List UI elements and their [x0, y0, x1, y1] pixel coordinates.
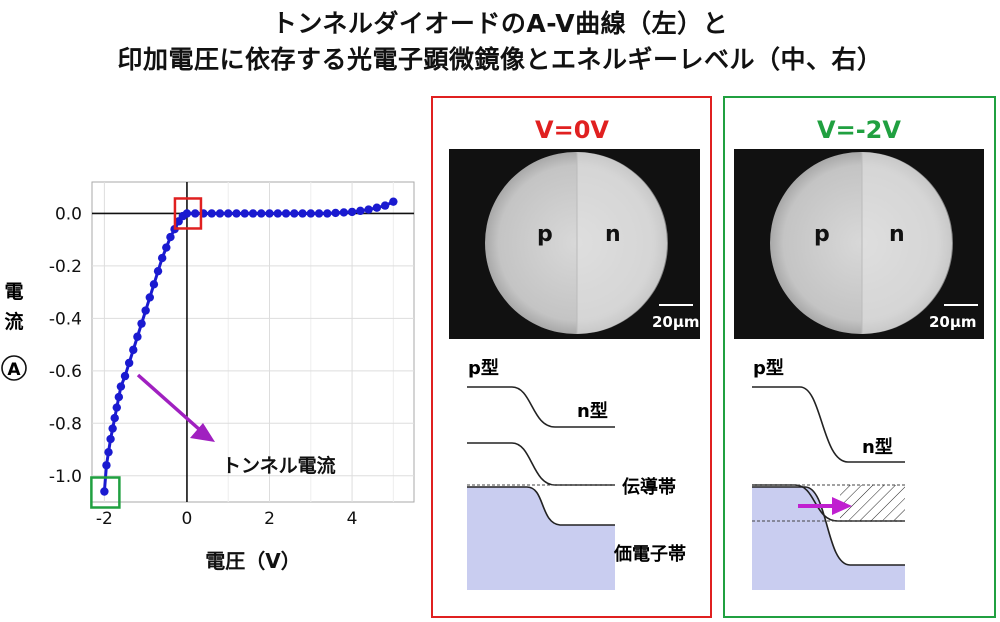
data-point: [207, 209, 216, 218]
data-point: [323, 209, 332, 218]
data-point: [133, 332, 142, 341]
y-tick-labels: 0.0 -0.2 -0.4 -0.6 -0.8 -1.0: [49, 204, 82, 486]
av-curve-chart: -2 0 2 4 0.0 -0.2 -0.4 -0.6 -0.8 -1.0 トンネル電流 電圧（…: [1, 181, 415, 573]
panel-v-minus2-voltage: V=-2V: [817, 116, 901, 144]
plot-area: [91, 181, 415, 503]
data-point: [157, 253, 167, 263]
data-point: [240, 209, 249, 218]
data-point: [281, 209, 291, 218]
panel-v0-p-type: p型: [468, 357, 499, 379]
data-point: [110, 413, 119, 423]
data-point: [102, 461, 111, 470]
y-tick-label: -0.2: [49, 257, 82, 277]
data-point: [290, 209, 299, 218]
data-series: [100, 197, 398, 496]
data-point: [380, 201, 390, 210]
origin-highlight-box: [173, 197, 203, 230]
y-tick-label: -1.0: [49, 467, 82, 487]
data-point: [248, 209, 258, 218]
data-point: [112, 403, 121, 412]
data-point: [166, 232, 175, 242]
panel-v-minus2-microscope-image: p n 20μm: [734, 149, 984, 339]
data-point: [331, 208, 340, 218]
data-point: [114, 392, 124, 402]
data-point: [265, 209, 274, 218]
data-point: [191, 209, 200, 218]
data-point: [149, 280, 159, 289]
data-point: [116, 382, 126, 391]
panel-v0-n-label: n: [605, 222, 621, 247]
data-point: [356, 206, 365, 216]
panel-v0-frame: [431, 96, 712, 618]
data-point: [153, 266, 163, 276]
x-tick-label: 4: [347, 509, 358, 529]
data-point: [100, 487, 109, 496]
y-tick-label: -0.8: [49, 414, 82, 434]
panel-v0-voltage: V=0V: [535, 116, 609, 144]
data-point: [162, 243, 171, 252]
panel-v0-p-label: p: [537, 222, 553, 247]
data-point: [298, 209, 307, 218]
data-point: [224, 209, 233, 218]
data-point: [120, 371, 130, 381]
data-point: [364, 205, 373, 214]
data-point: [314, 209, 324, 218]
grid-lines: [92, 182, 414, 502]
data-point: [257, 209, 266, 218]
panel-v-minus2-energy-diagram: p型 n型: [752, 357, 905, 590]
y-tick-label: -0.6: [49, 362, 82, 382]
panel-v0-energy-diagram: p型 n型 伝導帯 価電子帯: [467, 357, 686, 590]
y-axis-label-char-2: 流: [4, 310, 23, 333]
x-tick-label: 2: [264, 509, 275, 529]
data-point: [141, 306, 150, 315]
data-point: [129, 345, 138, 355]
data-point: [339, 208, 349, 217]
y-tick-label: -0.4: [49, 309, 82, 329]
data-point: [182, 209, 192, 218]
panel-v0-valence-band: 価電子帯: [613, 543, 686, 565]
data-point: [124, 358, 134, 368]
panel-v-minus2-p-label: p: [814, 222, 830, 247]
title-line-2: 印加電圧に依存する光電子顕微鏡像とエネルギーレベル（中、右）: [117, 45, 883, 74]
x-tick-labels: -2 0 2 4: [96, 509, 358, 529]
y-tick-label: 0.0: [55, 204, 82, 224]
data-point: [232, 209, 241, 218]
tunnel-arrow: [136, 373, 215, 442]
panel-v-minus2-frame: [723, 96, 996, 618]
data-point: [108, 424, 117, 433]
data-point: [145, 293, 154, 302]
panel-v-minus2-n-type: n型: [862, 436, 893, 458]
panel-v0-microscope-image: p n 20μm: [449, 149, 700, 339]
data-point: [372, 203, 382, 212]
data-point: [104, 447, 113, 457]
panel-v0-n-type: n型: [577, 400, 608, 422]
data-point: [215, 209, 225, 218]
y-axis-unit-circle: [1, 355, 27, 381]
y-axis-label-char-1: 電: [4, 281, 23, 303]
title-line-1: トンネルダイオードのA-V曲線（左）と: [271, 9, 729, 38]
x-axis-label: 電圧（V）: [205, 549, 300, 573]
panel-v0-conduction-band: 伝導帯: [622, 476, 676, 498]
panel-v-minus2-tunnel-arrowhead: [832, 497, 852, 515]
panel-v-minus2-scale-label: 20μm: [929, 313, 977, 331]
panel-v-minus2-p-type: p型: [753, 357, 784, 379]
panel-v-minus2-n-label: n: [889, 222, 905, 247]
tunnel-current-label: トンネル電流: [222, 454, 336, 477]
x-tick-label: -2: [96, 509, 113, 529]
data-point: [389, 197, 398, 206]
data-point: [306, 209, 315, 218]
x-tick-label: 0: [182, 509, 193, 529]
data-point: [347, 207, 357, 217]
data-point: [273, 209, 282, 218]
data-point: [137, 319, 146, 328]
panel-v0-scale-label: 20μm: [652, 313, 700, 331]
tunnel-point-highlight-box: [90, 476, 121, 509]
data-point: [106, 434, 115, 444]
y-axis-label-char-3: A: [7, 360, 21, 380]
